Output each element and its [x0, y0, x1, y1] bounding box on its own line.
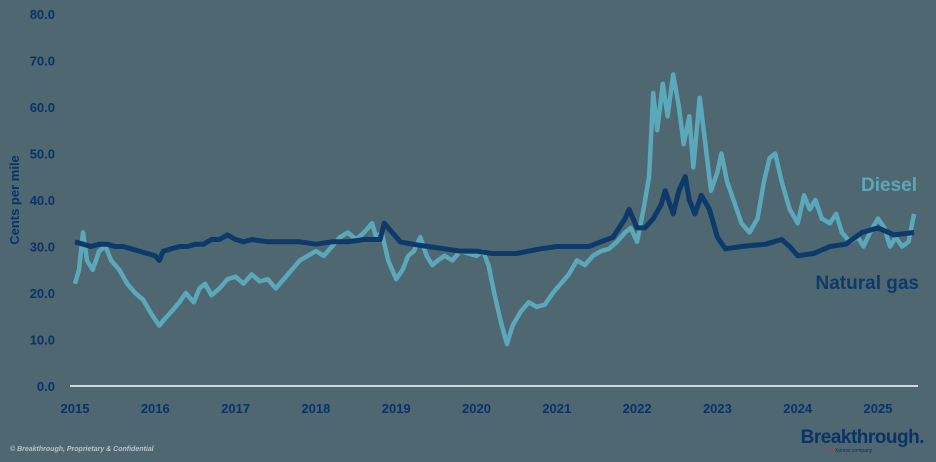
brand-name: Breakthrough. [800, 427, 925, 448]
y-tick-label: 0.0 [37, 379, 55, 394]
brand-subtitle: US Xpress company [801, 448, 924, 454]
y-tick-label: 60.0 [30, 100, 55, 115]
us-badge: US [826, 448, 834, 454]
y-tick-label: 20.0 [30, 286, 55, 301]
x-tick-label: 2015 [61, 401, 90, 416]
x-tick-label: 2025 [864, 401, 893, 416]
natural-gas-series-label: Natural gas [816, 273, 919, 294]
natural-gas-line [74, 174, 915, 263]
y-axis-label: Cents per mile [7, 155, 22, 245]
diesel-line [72, 72, 917, 347]
y-tick-label: 30.0 [30, 240, 55, 255]
x-tick-label: 2021 [542, 401, 571, 416]
x-tick-label: 2019 [382, 401, 411, 416]
x-tick-label: 2022 [623, 401, 652, 416]
x-tick-label: 2018 [301, 401, 330, 416]
x-tick-label: 2016 [141, 401, 170, 416]
brand-sub-text: Xpress company [834, 448, 873, 454]
brand-logo: Breakthrough. US Xpress company [800, 427, 925, 455]
y-tick-label: 50.0 [30, 147, 55, 162]
y-tick-label: 40.0 [30, 193, 55, 208]
y-tick-label: 70.0 [30, 54, 55, 69]
y-tick-label: 80.0 [30, 7, 55, 22]
x-tick-label: 2023 [703, 401, 732, 416]
x-axis: 2015 2016 2017 2018 2019 2020 2021 2022 2023 2024… [61, 401, 893, 416]
copyright-footer: © Breakthrough, Proprietary & Confidenti… [10, 446, 154, 453]
y-tick-label: 10.0 [30, 333, 55, 348]
diesel-series-label: Diesel [861, 175, 917, 196]
x-tick-label: 2020 [462, 401, 491, 416]
y-axis: 0.0 10.0 20.0 30.0 40.0 50.0 60.0 70.0 80.0 [30, 7, 55, 394]
x-tick-label: 2024 [783, 401, 813, 416]
x-tick-label: 2017 [221, 401, 250, 416]
